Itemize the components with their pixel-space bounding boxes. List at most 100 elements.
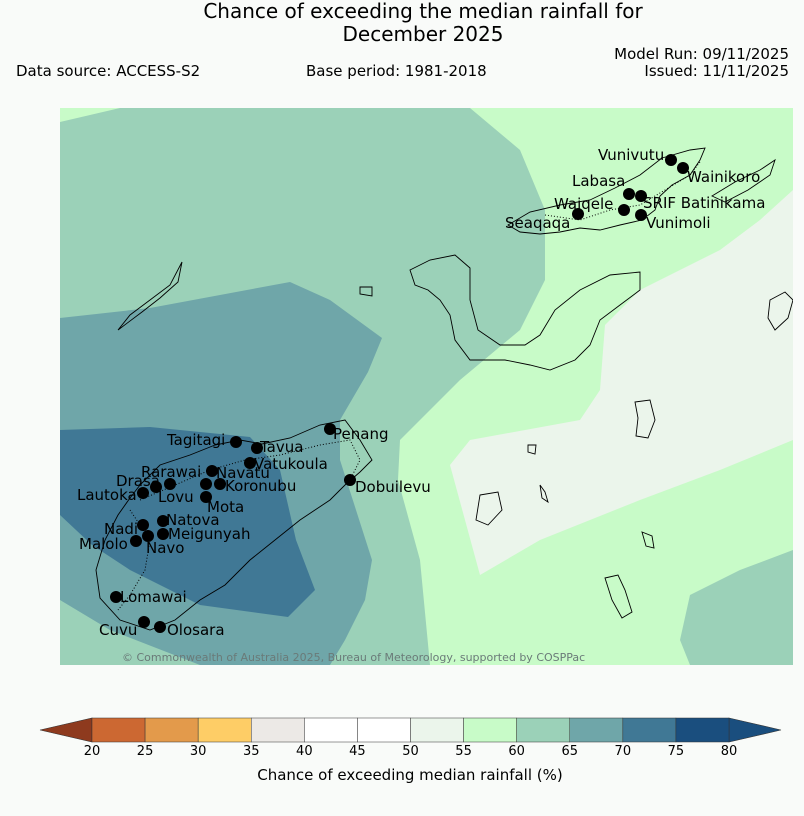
title-line-2: December 2025 [342, 22, 504, 46]
data-source-label: Data source: ACCESS-S2 [16, 62, 201, 80]
station-marker [200, 491, 212, 503]
colorbar [39, 717, 782, 743]
station-label: Malolo [79, 535, 128, 553]
station-label: Natova [166, 511, 220, 529]
coastline-islet-1 [359, 286, 373, 297]
station-marker [164, 478, 176, 490]
station-label: Tavua [259, 438, 303, 456]
station-label: Seaqaqa [505, 214, 570, 232]
station-marker [157, 528, 169, 540]
colorbar-tick-label: 60 [508, 744, 525, 759]
colorbar-tick-label: 30 [189, 744, 207, 759]
coastline-islet-4 [539, 484, 549, 504]
colorbar-segment [569, 717, 624, 743]
station-label: Tagitagi [166, 431, 225, 449]
station-marker [150, 481, 162, 493]
station-marker [130, 535, 142, 547]
station-label: Nadi [104, 520, 138, 538]
colorbar-segment [91, 717, 146, 743]
station-label: Meigunyah [168, 525, 250, 543]
coastline-vanua-levu [507, 147, 706, 235]
base-period-label: Base period: 1981-2018 [306, 62, 487, 80]
station-label: Penang [333, 425, 388, 443]
colorbar-tick-label: 20 [83, 744, 101, 759]
station-label: Navo [146, 539, 184, 557]
colorbar-tick-label: 25 [136, 744, 154, 759]
station-marker [138, 616, 150, 628]
colorbar-segment [675, 717, 730, 743]
station-marker [572, 208, 584, 220]
colorbar-tick-label: 45 [349, 744, 366, 759]
colorbar-title: Chance of exceeding median rainfall (%) [257, 766, 563, 784]
fill-65-70-southeast [680, 550, 793, 665]
colorbar-segment [144, 717, 199, 743]
issued-label: Issued: 11/11/2025 [644, 62, 789, 80]
station-marker [137, 519, 149, 531]
coastline-islet-7 [527, 444, 537, 455]
station-marker [142, 530, 154, 542]
copyright-text: © Commonwealth of Australia 2025, Bureau… [122, 651, 585, 664]
coastline-islet-2 [634, 399, 656, 439]
colorbar-segment [463, 717, 517, 743]
station-label: Labasa [572, 172, 625, 190]
colorbar-tick-label: 65 [561, 744, 579, 759]
colorbar-tick-label: 55 [455, 744, 472, 759]
station-marker [230, 436, 242, 448]
coastline-layer [95, 147, 793, 631]
coastline-koro [409, 254, 641, 371]
coastline-islet-3 [475, 491, 503, 526]
coastline-islet-5 [604, 574, 633, 619]
station-marker [677, 162, 689, 174]
station-marker [110, 591, 122, 603]
station-marker [206, 465, 218, 477]
station-label: Rarawai [141, 463, 201, 481]
title-line-1: Chance of exceeding the median rainfall … [203, 0, 643, 23]
station-marker [251, 442, 263, 454]
station-label: Vunimoli [646, 214, 711, 232]
station-label: Lovu [158, 488, 194, 506]
colorbar-segment [304, 717, 358, 743]
boundary-viti-levu [139, 439, 361, 501]
colorbar-high-extend [728, 717, 782, 743]
station-marker [635, 209, 647, 221]
station-marker [623, 188, 635, 200]
station-label: Waiqele [554, 195, 613, 213]
colorbar-tick-label: 40 [296, 744, 313, 759]
station-layer: Vunivutu Wainikoro Labasa SRIF Batinikama Wa… [77, 146, 765, 639]
station-marker [618, 204, 630, 216]
colorbar-segment [622, 717, 677, 743]
model-run-label: Model Run: 09/11/2025 [614, 45, 789, 63]
station-marker [344, 474, 356, 486]
colorbar-segment [197, 717, 252, 743]
station-label: Lomawai [120, 588, 187, 606]
station-label: Koronubu [225, 477, 296, 495]
colorbar-segment [251, 717, 305, 743]
station-label: Olosara [167, 621, 225, 639]
colorbar-tick-label: 75 [667, 744, 685, 759]
station-label: Mota [207, 498, 244, 516]
fill-55-60 [450, 190, 793, 575]
station-label: Drasa [116, 472, 160, 490]
colorbar-tick-label: 80 [720, 744, 738, 759]
station-label: Cuvu [99, 621, 137, 639]
coastline-taveuni [711, 158, 776, 203]
station-label: Vatukoula [254, 455, 328, 473]
colorbar-tick-label: 70 [614, 744, 632, 759]
station-marker [324, 423, 336, 435]
station-marker [200, 478, 212, 490]
colorbar-tick-label: 35 [242, 744, 260, 759]
station-marker [665, 154, 677, 166]
fill-75-80 [60, 427, 315, 617]
coastline-islet-6 [641, 531, 655, 549]
colorbar-tick-label: 50 [402, 744, 419, 759]
colorbar-segment [357, 717, 411, 743]
station-marker [137, 487, 149, 499]
station-label: Lautoka [77, 486, 137, 504]
colorbar-low-extend [39, 717, 93, 743]
station-label: Vunivutu [598, 146, 664, 164]
station-marker [214, 478, 226, 490]
station-label: Navatu [216, 464, 270, 482]
run-info: Model Run: 09/11/2025 Issued: 11/11/2025 [614, 46, 789, 80]
station-label: Wainikoro [687, 168, 760, 186]
